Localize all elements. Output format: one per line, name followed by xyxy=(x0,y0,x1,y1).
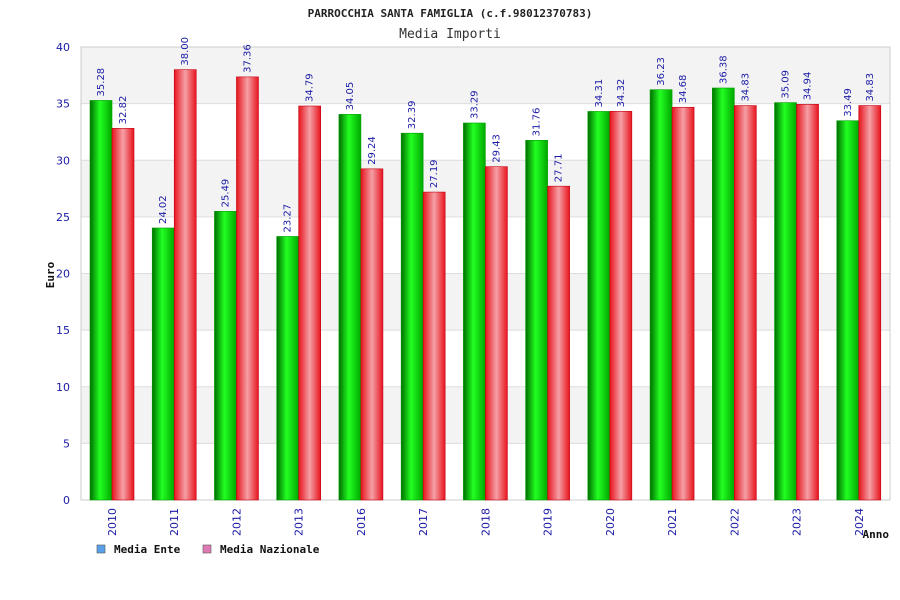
y-axis-title: Euro xyxy=(44,261,57,288)
grid-band xyxy=(81,47,890,104)
bar-media-nazionale-2021 xyxy=(671,106,695,501)
data-label: 32.39 xyxy=(407,101,418,130)
data-label: 34.32 xyxy=(616,79,627,108)
x-axis: 2010 2011 2012 2013 2016 2017 2018 2019 2020 2021… xyxy=(106,508,866,536)
data-label: 33.29 xyxy=(469,90,480,119)
x-tick-label: 2013 xyxy=(293,508,306,536)
data-label: 33.49 xyxy=(843,88,854,117)
bar-media-ente-2023 xyxy=(774,102,797,501)
data-label: 35.09 xyxy=(781,70,792,99)
x-tick-label: 2024 xyxy=(853,508,866,536)
y-tick-label: 35 xyxy=(56,98,70,111)
bar-media-nazionale-2012 xyxy=(236,76,259,501)
legend-swatch xyxy=(202,544,212,554)
bar-media-nazionale-2020 xyxy=(609,111,633,501)
data-label: 34.83 xyxy=(740,73,751,102)
y-axis: 0 5 10 15 20 25 30 35 40 xyxy=(56,41,70,507)
bar-media-nazionale-2019 xyxy=(547,185,570,501)
x-tick-label: 2022 xyxy=(728,508,741,536)
data-label: 36.38 xyxy=(718,55,729,84)
bar-media-nazionale-2022 xyxy=(734,105,757,501)
bar-media-nazionale-2016 xyxy=(360,168,384,501)
bar-media-ente-2013 xyxy=(276,236,299,501)
data-label: 34.94 xyxy=(803,72,814,101)
x-tick-label: 2017 xyxy=(417,508,430,536)
data-label: 34.05 xyxy=(345,82,356,111)
legend-swatch xyxy=(96,544,106,554)
bar-media-ente-2018 xyxy=(463,122,486,501)
chart-subtitle: Media Importi xyxy=(399,27,501,42)
bar-media-nazionale-2024 xyxy=(858,105,882,501)
legend: Media Ente Media Nazionale xyxy=(96,543,320,556)
x-tick-label: 2011 xyxy=(168,508,181,536)
x-tick-label: 2010 xyxy=(106,508,119,536)
x-axis-title: Anno xyxy=(863,528,890,541)
data-label: 29.43 xyxy=(491,134,502,163)
data-label: 34.79 xyxy=(305,73,316,102)
legend-label: Media Nazionale xyxy=(220,543,320,556)
bar-media-ente-2022 xyxy=(712,87,735,501)
bar-media-ente-2012 xyxy=(214,211,237,501)
data-label: 37.36 xyxy=(242,44,253,73)
x-tick-label: 2016 xyxy=(355,508,368,536)
bar-media-ente-2021 xyxy=(649,89,673,501)
bar-media-nazionale-2023 xyxy=(796,104,819,501)
bar-media-nazionale-2011 xyxy=(173,69,197,501)
data-label: 35.28 xyxy=(96,68,107,97)
y-tick-label: 25 xyxy=(56,211,70,224)
y-tick-label: 10 xyxy=(56,381,70,394)
x-tick-label: 2020 xyxy=(604,508,617,536)
x-tick-label: 2019 xyxy=(542,508,555,536)
bars: 35.28 32.82 24.02 38.00 25.49 37.36 23.27 34.79… xyxy=(89,37,882,501)
x-tick-label: 2021 xyxy=(666,508,679,536)
data-label: 34.31 xyxy=(594,79,605,108)
data-label: 34.68 xyxy=(678,75,689,104)
bar-media-nazionale-2010 xyxy=(111,128,135,501)
data-label: 36.23 xyxy=(656,57,667,86)
bar-media-ente-2010 xyxy=(89,100,113,501)
data-label: 29.24 xyxy=(367,136,378,165)
y-tick-label: 30 xyxy=(56,154,70,167)
bar-media-ente-2016 xyxy=(338,114,362,501)
bar-media-nazionale-2013 xyxy=(298,105,321,501)
data-label: 24.02 xyxy=(158,195,169,224)
data-label: 25.49 xyxy=(220,179,231,208)
bar-media-ente-2019 xyxy=(525,140,548,501)
y-tick-label: 20 xyxy=(56,268,70,281)
y-tick-label: 5 xyxy=(63,437,70,450)
data-label: 27.71 xyxy=(554,154,565,183)
bar-media-ente-2024 xyxy=(836,120,860,501)
data-label: 23.27 xyxy=(283,204,294,233)
bar-media-ente-2017 xyxy=(400,132,424,501)
y-tick-label: 0 xyxy=(63,494,70,507)
y-tick-label: 15 xyxy=(56,324,70,337)
bar-media-ente-2020 xyxy=(587,111,611,501)
y-tick-label: 40 xyxy=(56,41,70,54)
x-tick-label: 2023 xyxy=(791,508,804,536)
data-label: 31.76 xyxy=(532,108,543,137)
data-label: 32.82 xyxy=(118,96,129,125)
legend-label: Media Ente xyxy=(114,543,181,556)
data-label: 34.83 xyxy=(865,73,876,102)
data-label: 38.00 xyxy=(180,37,191,66)
chart-title: PARROCCHIA SANTA FAMIGLIA (c.f.980123707… xyxy=(308,7,593,20)
data-label: 27.19 xyxy=(429,159,440,188)
bar-media-ente-2011 xyxy=(151,227,175,501)
bar-media-nazionale-2018 xyxy=(485,166,508,501)
x-tick-label: 2012 xyxy=(230,508,243,536)
bar-media-nazionale-2017 xyxy=(422,191,446,501)
x-tick-label: 2018 xyxy=(479,508,492,536)
